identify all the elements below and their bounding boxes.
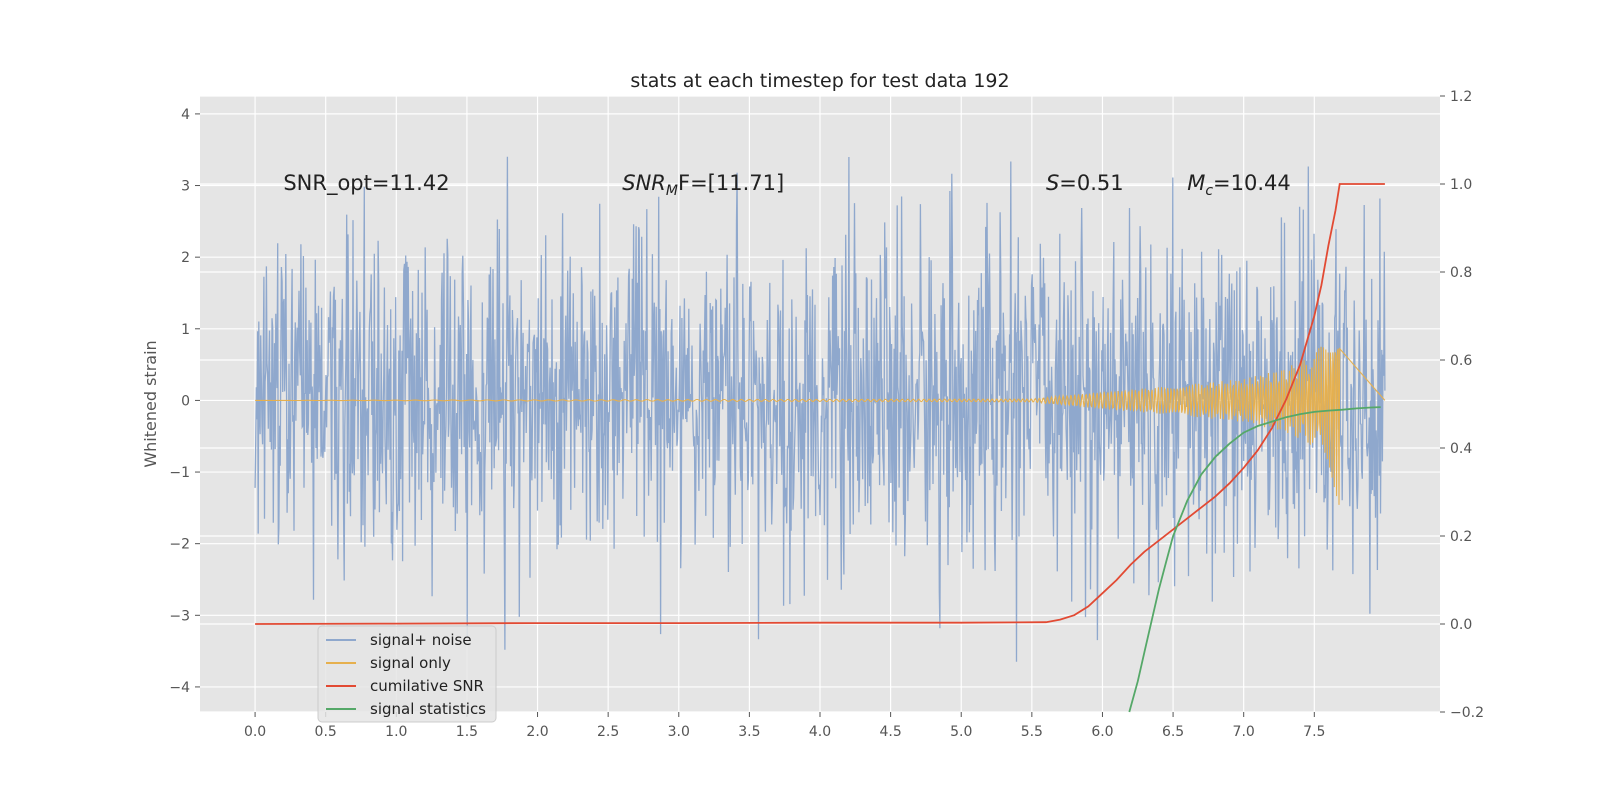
y-tick-label: −2 — [169, 537, 190, 553]
chart-title: stats at each timestep for test data 192 — [630, 70, 1009, 92]
x-tick-label: 4.5 — [879, 724, 901, 740]
cumulative-snr-line — [255, 183, 1385, 625]
y-tick-label: 2 — [181, 250, 190, 266]
y-tick-label: −4 — [169, 680, 190, 696]
signal-noise-line — [254, 156, 1386, 662]
x-tick-label: 0.5 — [315, 724, 337, 740]
x-tick-label: 5.5 — [1021, 724, 1043, 740]
y2-tick-label: 0.0 — [1450, 617, 1472, 633]
legend-label: cumilative SNR — [370, 677, 484, 695]
x-tick-label: 6.5 — [1162, 724, 1184, 740]
signal-only-series — [255, 346, 1386, 505]
annotation-label: Mc=10.44 — [1187, 171, 1291, 199]
y2-tick-label: 1.0 — [1450, 177, 1472, 193]
x-tick-label: 4.0 — [809, 724, 831, 740]
x-tick-label: 1.0 — [385, 724, 407, 740]
y-tick-label: 3 — [181, 179, 190, 195]
x-tick-label: 0.0 — [244, 724, 266, 740]
y2-tick-label: −0.2 — [1450, 705, 1484, 721]
y-tick-label: −1 — [169, 465, 190, 481]
x-tick-label: 2.5 — [597, 724, 619, 740]
legend-label: signal statistics — [370, 700, 486, 718]
y-tick-label: 1 — [181, 322, 190, 338]
right-axis-series — [255, 183, 1385, 713]
y2-axis-ticks: −0.2 0.0 0.2 0.4 0.6 0.8 1.0 1.2 — [1440, 89, 1484, 721]
x-tick-label: 1.5 — [456, 724, 478, 740]
y2-tick-label: 0.4 — [1450, 441, 1472, 457]
y-axis-label: Whitened strain — [141, 340, 160, 467]
y-tick-label: −3 — [169, 608, 190, 624]
legend-label: signal+ noise — [370, 631, 472, 649]
legend: signal+ noise signal only cumilative SNR si… — [317, 625, 497, 723]
y-tick-label: 0 — [181, 393, 190, 409]
signal-noise-series — [254, 156, 1386, 662]
annotations: SNR_opt=11.42 SNRMF=[11.71] S=0.51 Mc=10.44 — [283, 171, 1290, 199]
x-tick-label: 5.0 — [950, 724, 972, 740]
x-tick-label: 3.5 — [738, 724, 760, 740]
annotation-label: SNR_opt=11.42 — [283, 171, 449, 196]
x-tick-label: 3.0 — [668, 724, 690, 740]
legend-label: signal only — [370, 654, 451, 672]
signal-only-line — [255, 346, 1386, 505]
annotation-label: SNRMF=[11.71] — [622, 171, 784, 199]
x-tick-label: 6.0 — [1091, 724, 1113, 740]
x-tick-label: 2.0 — [526, 724, 548, 740]
y-axis-ticks: −4 −3 −2 −1 0 1 2 3 4 — [169, 107, 200, 696]
x-tick-label: 7.5 — [1303, 724, 1325, 740]
x-tick-label: 7.0 — [1233, 724, 1255, 740]
y2-tick-label: 0.6 — [1450, 353, 1472, 369]
y2-tick-label: 0.8 — [1450, 265, 1472, 281]
x-axis-ticks: 0.0 0.5 1.0 1.5 2.0 2.5 3.0 3.5 4.0 4.5 5.0 5.5 6.0 6… — [244, 712, 1325, 740]
y2-tick-label: 0.2 — [1450, 529, 1472, 545]
annotation-label: S=0.51 — [1046, 171, 1124, 195]
legend-box — [317, 625, 497, 723]
y2-tick-label: 1.2 — [1450, 89, 1472, 105]
y-tick-label: 4 — [181, 107, 190, 123]
signal-statistics-line — [1128, 406, 1381, 713]
